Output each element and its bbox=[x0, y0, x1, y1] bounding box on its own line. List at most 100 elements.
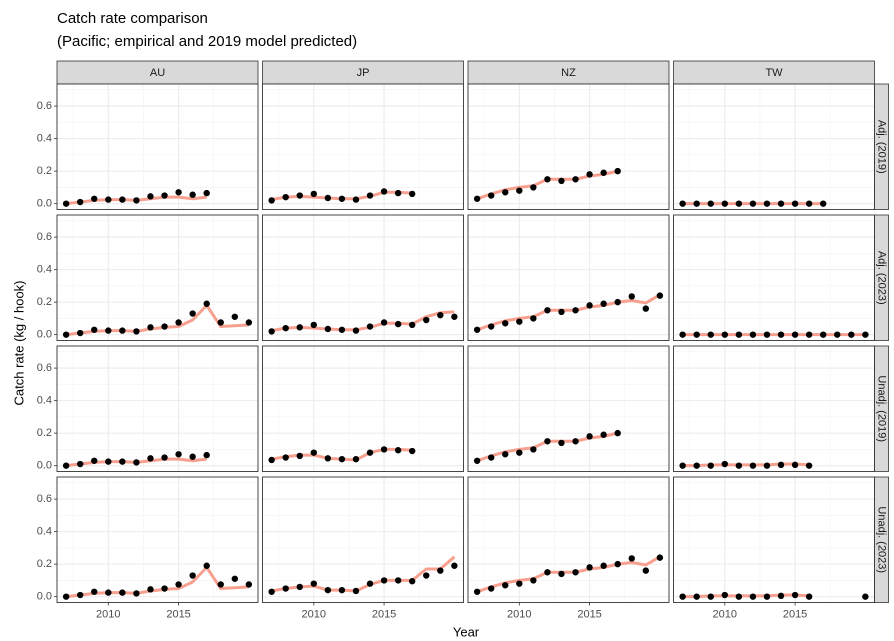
strip-label: AU bbox=[150, 67, 165, 79]
x-tick-label: 2015 bbox=[783, 608, 807, 620]
empirical-point bbox=[805, 331, 813, 338]
empirical-point bbox=[366, 192, 374, 199]
empirical-point bbox=[473, 326, 481, 333]
empirical-point bbox=[324, 325, 332, 333]
empirical-point bbox=[572, 438, 579, 445]
strip-label: Unadj. (2019) bbox=[876, 375, 888, 442]
empirical-point bbox=[600, 300, 607, 307]
empirical-point bbox=[352, 455, 360, 463]
empirical-point bbox=[848, 331, 855, 338]
empirical-point bbox=[530, 577, 537, 584]
empirical-point bbox=[62, 331, 70, 338]
empirical-point bbox=[394, 447, 402, 454]
panel bbox=[673, 477, 875, 603]
empirical-point bbox=[451, 313, 458, 320]
empirical-point bbox=[735, 462, 743, 469]
y-tick-label: 0.0 bbox=[37, 198, 52, 210]
empirical-point bbox=[516, 318, 523, 325]
y-tick-label: 0.0 bbox=[37, 329, 52, 341]
empirical-point bbox=[296, 192, 303, 199]
empirical-point bbox=[628, 555, 635, 562]
panel bbox=[673, 215, 875, 341]
y-tick-label: 0.2 bbox=[37, 427, 52, 439]
empirical-point bbox=[614, 560, 621, 568]
empirical-point bbox=[338, 195, 346, 202]
chart-subtitle: (Pacific; empirical and 2019 model predi… bbox=[57, 33, 357, 50]
predicted-line bbox=[476, 293, 661, 332]
empirical-point bbox=[763, 200, 771, 207]
empirical-point bbox=[437, 311, 444, 319]
empirical-point bbox=[423, 316, 430, 324]
empirical-point bbox=[366, 449, 374, 456]
empirical-point bbox=[777, 331, 785, 338]
empirical-point bbox=[161, 585, 168, 592]
panel-border bbox=[262, 214, 464, 341]
panel-border bbox=[467, 476, 670, 603]
panel bbox=[468, 84, 669, 210]
panel-border bbox=[56, 476, 259, 603]
predicted-line bbox=[682, 593, 810, 599]
empirical-point bbox=[487, 454, 495, 461]
empirical-point bbox=[268, 456, 275, 464]
empirical-point bbox=[628, 293, 635, 300]
empirical-point bbox=[707, 462, 714, 469]
empirical-point bbox=[473, 195, 481, 202]
empirical-point bbox=[408, 447, 416, 455]
empirical-point bbox=[586, 171, 593, 178]
empirical-point bbox=[147, 586, 154, 593]
y-tick-label: 0.2 bbox=[37, 296, 52, 308]
empirical-point bbox=[679, 462, 686, 469]
empirical-point bbox=[91, 326, 98, 333]
empirical-point bbox=[161, 454, 168, 461]
empirical-point bbox=[282, 585, 289, 592]
empirical-point bbox=[423, 572, 430, 579]
empirical-point bbox=[245, 581, 253, 588]
empirical-point bbox=[487, 323, 495, 330]
y-tick-label: 0.4 bbox=[37, 395, 52, 407]
empirical-point bbox=[679, 331, 686, 338]
empirical-point bbox=[679, 200, 686, 207]
empirical-point bbox=[763, 462, 771, 469]
empirical-point bbox=[721, 460, 729, 468]
panel bbox=[673, 346, 875, 472]
empirical-point bbox=[558, 177, 565, 185]
x-tick-label: 2010 bbox=[507, 608, 531, 620]
empirical-point bbox=[487, 585, 495, 592]
empirical-point bbox=[380, 188, 388, 195]
empirical-point bbox=[408, 321, 416, 329]
empirical-point bbox=[473, 457, 481, 464]
empirical-point bbox=[105, 589, 112, 596]
empirical-point bbox=[76, 591, 84, 599]
panel-border bbox=[673, 214, 875, 341]
empirical-point bbox=[366, 580, 374, 587]
panel bbox=[262, 84, 464, 210]
empirical-point bbox=[76, 198, 84, 206]
empirical-point bbox=[189, 310, 196, 317]
y-tick-label: 0.0 bbox=[37, 591, 52, 603]
panel bbox=[57, 477, 258, 603]
empirical-point bbox=[586, 564, 593, 571]
panel-border bbox=[673, 476, 875, 603]
y-tick-label: 0.6 bbox=[37, 362, 52, 374]
empirical-point bbox=[502, 451, 509, 458]
empirical-point bbox=[679, 593, 686, 600]
empirical-point bbox=[707, 200, 714, 207]
empirical-point bbox=[777, 200, 785, 207]
empirical-point bbox=[310, 449, 318, 456]
empirical-point bbox=[530, 184, 537, 191]
panel-border bbox=[262, 476, 464, 603]
empirical-point bbox=[296, 583, 303, 591]
empirical-point bbox=[338, 455, 346, 463]
empirical-point bbox=[586, 302, 593, 309]
panel bbox=[468, 215, 669, 341]
empirical-point bbox=[791, 461, 799, 469]
empirical-point bbox=[76, 329, 84, 337]
empirical-point bbox=[189, 572, 196, 579]
panel bbox=[57, 84, 258, 210]
empirical-point bbox=[105, 327, 112, 334]
strip-label: NZ bbox=[561, 67, 576, 79]
empirical-point bbox=[282, 454, 289, 461]
empirical-point bbox=[656, 554, 664, 561]
y-tick-label: 0.6 bbox=[37, 100, 52, 112]
empirical-point bbox=[544, 569, 551, 576]
